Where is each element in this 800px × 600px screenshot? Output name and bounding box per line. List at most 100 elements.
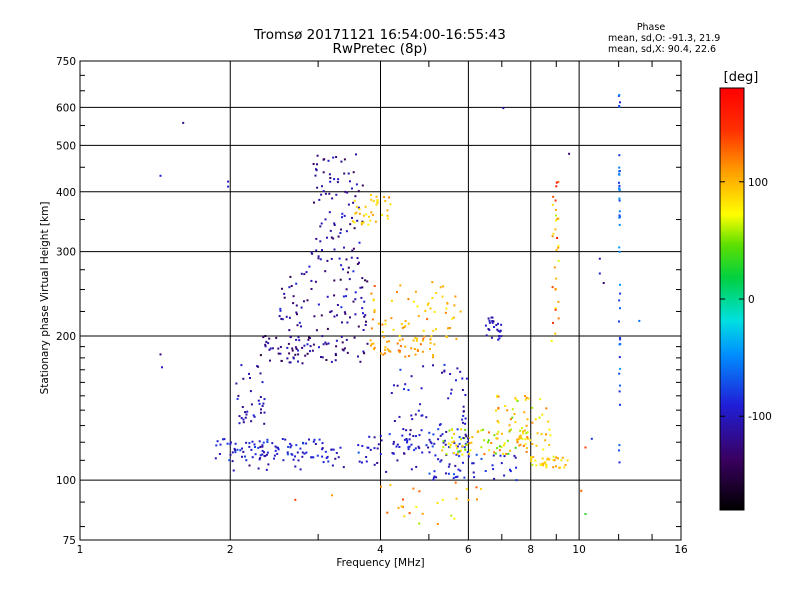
data-point: [345, 295, 347, 298]
data-point: [353, 221, 356, 224]
data-point: [390, 392, 393, 394]
data-point: [422, 337, 425, 340]
data-point: [303, 300, 305, 303]
data-point: [418, 434, 421, 437]
data-point: [363, 300, 366, 303]
data-point: [480, 487, 482, 490]
data-point: [299, 468, 302, 471]
data-point: [513, 454, 516, 457]
data-point: [298, 339, 301, 342]
data-point: [384, 352, 387, 355]
data-point: [420, 414, 423, 417]
data-point: [231, 451, 234, 454]
data-point: [465, 488, 468, 491]
data-point: [369, 339, 372, 342]
data-point: [362, 312, 364, 315]
data-point: [462, 437, 465, 439]
data-point: [509, 468, 511, 471]
data-point: [437, 438, 440, 441]
data-point: [419, 343, 422, 346]
data-point: [459, 370, 462, 373]
data-point: [367, 446, 370, 449]
data-point: [320, 356, 322, 358]
data-point: [515, 466, 518, 469]
data-point: [428, 438, 431, 441]
data-point: [432, 329, 435, 332]
data-point: [326, 327, 329, 330]
data-point: [372, 200, 375, 203]
data-point: [373, 463, 376, 466]
data-point: [271, 347, 274, 350]
data-point: [470, 441, 473, 444]
data-point: [433, 470, 436, 473]
data-point: [301, 346, 304, 349]
data-point: [449, 444, 452, 446]
data-point: [326, 259, 329, 262]
data-point: [353, 336, 356, 339]
data-point: [377, 443, 380, 446]
data-point: [371, 214, 374, 216]
data-point: [379, 453, 382, 456]
data-point: [462, 421, 464, 424]
data-point: [531, 443, 534, 445]
data-point: [373, 285, 376, 287]
data-point: [468, 442, 471, 445]
data-point: [619, 403, 621, 406]
data-point: [557, 317, 560, 320]
data-point: [296, 324, 299, 327]
data-point: [433, 343, 436, 346]
phase-stats-x-mode: mean, sd,X: 90.4, 22.6: [608, 44, 717, 55]
data-point: [467, 455, 470, 458]
data-point: [372, 342, 375, 345]
data-point: [432, 476, 435, 479]
data-point: [281, 318, 284, 321]
data-point: [353, 199, 356, 202]
data-point: [339, 278, 342, 281]
data-point: [214, 457, 217, 460]
data-point: [365, 213, 368, 216]
data-point: [351, 220, 354, 223]
data-point: [335, 339, 338, 342]
data-point: [308, 336, 310, 339]
data-point: [487, 439, 490, 442]
data-point: [310, 288, 313, 290]
data-point: [618, 356, 621, 359]
data-point: [386, 348, 389, 351]
data-point: [306, 352, 309, 355]
colorbar-tick-label: 100: [748, 177, 768, 189]
x-axis-label: Frequency [MHz]: [336, 557, 425, 569]
data-point: [347, 203, 350, 206]
data-point: [514, 397, 517, 400]
data-point: [521, 437, 524, 440]
data-point: [261, 405, 264, 407]
data-point: [461, 453, 464, 456]
data-point: [388, 340, 391, 343]
data-point: [408, 438, 411, 441]
data-point: [555, 456, 558, 459]
data-point: [329, 311, 332, 314]
data-point: [552, 466, 555, 469]
data-point: [509, 449, 512, 452]
data-point: [318, 438, 321, 441]
data-point: [344, 190, 347, 193]
data-point: [371, 318, 374, 321]
data-point: [358, 241, 361, 244]
data-point: [321, 447, 324, 450]
data-point: [357, 190, 360, 193]
data-point: [456, 428, 459, 431]
data-point: [425, 444, 428, 447]
data-point: [324, 192, 327, 195]
data-point: [291, 347, 294, 350]
data-point: [476, 498, 478, 501]
data-point: [379, 352, 382, 355]
data-point: [227, 185, 230, 188]
data-point: [252, 414, 255, 417]
data-point: [618, 197, 621, 200]
data-point: [417, 409, 420, 412]
data-point: [333, 222, 336, 225]
data-point: [280, 359, 283, 362]
data-point: [552, 455, 555, 458]
data-point: [334, 457, 337, 460]
data-point: [447, 397, 450, 400]
data-point: [526, 418, 529, 421]
